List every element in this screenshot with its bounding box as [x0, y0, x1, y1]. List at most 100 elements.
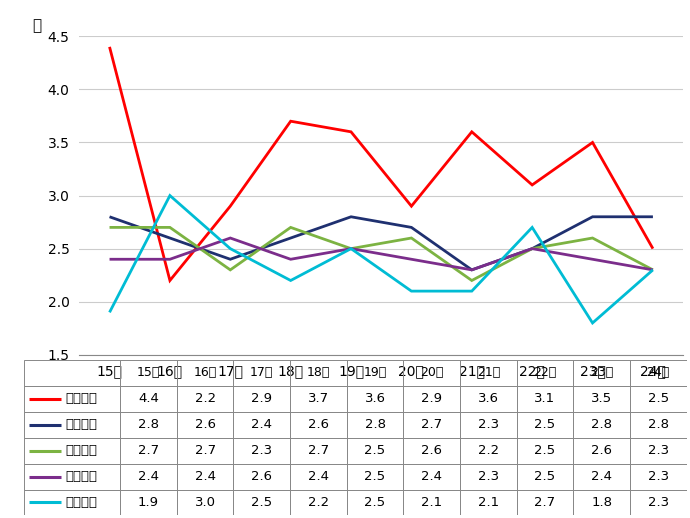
Text: 2.7: 2.7 [421, 418, 442, 431]
Bar [573, 490, 630, 515]
Bar [177, 490, 233, 515]
Text: 17年: 17年 [250, 366, 273, 380]
Text: 21年: 21年 [477, 366, 500, 380]
Text: 2.1: 2.1 [477, 496, 499, 509]
Bar [24, 386, 120, 412]
Bar [460, 490, 517, 515]
Bar [573, 438, 630, 464]
Text: 2.4: 2.4 [308, 470, 329, 483]
Text: 2.2: 2.2 [195, 392, 216, 406]
Text: 15年: 15年 [137, 366, 160, 380]
Bar [290, 412, 347, 438]
Bar [460, 438, 517, 464]
Bar [404, 412, 460, 438]
Text: 2.5: 2.5 [364, 444, 386, 457]
Text: 2.4: 2.4 [591, 470, 612, 483]
Bar [573, 386, 630, 412]
Bar [24, 438, 120, 464]
Text: 2.5: 2.5 [534, 444, 555, 457]
Text: 19年: 19年 [364, 366, 386, 380]
Text: 2.8: 2.8 [138, 418, 159, 431]
Bar [347, 438, 404, 464]
Bar [233, 438, 290, 464]
Text: 2.5: 2.5 [364, 470, 386, 483]
Text: 2.9: 2.9 [251, 392, 273, 406]
Text: 2.8: 2.8 [364, 418, 386, 431]
Bar [120, 360, 177, 386]
Text: 18年: 18年 [307, 366, 330, 380]
Bar [24, 412, 120, 438]
Text: 2.6: 2.6 [421, 444, 442, 457]
Bar [177, 412, 233, 438]
Text: 4.4: 4.4 [138, 392, 159, 406]
Bar [404, 464, 460, 490]
Text: 2.3: 2.3 [251, 444, 273, 457]
Bar [517, 464, 573, 490]
Text: 2.3: 2.3 [648, 470, 669, 483]
Text: 1.9: 1.9 [138, 496, 159, 509]
Text: 倍: 倍 [32, 18, 41, 33]
Bar [460, 360, 517, 386]
Bar [630, 438, 687, 464]
Text: 2.3: 2.3 [648, 444, 669, 457]
Text: 2.4: 2.4 [195, 470, 216, 483]
Bar [177, 386, 233, 412]
Text: 3.6: 3.6 [364, 392, 386, 406]
Bar [347, 360, 404, 386]
Text: 2.6: 2.6 [591, 444, 612, 457]
Bar [630, 360, 687, 386]
Text: 物理重点: 物理重点 [66, 418, 97, 431]
Text: 2.3: 2.3 [648, 496, 669, 509]
Bar [460, 386, 517, 412]
Bar [290, 490, 347, 515]
Text: 3.7: 3.7 [308, 392, 329, 406]
Bar [290, 386, 347, 412]
Bar [404, 438, 460, 464]
Bar [517, 438, 573, 464]
Text: 2.7: 2.7 [195, 444, 216, 457]
Bar [630, 386, 687, 412]
Bar [24, 464, 120, 490]
Bar [404, 386, 460, 412]
Text: 2.9: 2.9 [421, 392, 442, 406]
Bar [290, 438, 347, 464]
Bar [347, 490, 404, 515]
Bar [630, 464, 687, 490]
Text: 16年: 16年 [193, 366, 217, 380]
Bar [404, 490, 460, 515]
Text: 総合科学: 総合科学 [66, 496, 97, 509]
Bar [233, 360, 290, 386]
Bar [290, 360, 347, 386]
Text: 2.2: 2.2 [477, 444, 499, 457]
Text: 3.0: 3.0 [195, 496, 216, 509]
Bar [24, 360, 120, 386]
Text: 2.5: 2.5 [534, 470, 555, 483]
Bar [517, 490, 573, 515]
Bar [120, 464, 177, 490]
Text: 2.4: 2.4 [138, 470, 159, 483]
Text: 2.2: 2.2 [308, 496, 329, 509]
Bar [347, 386, 404, 412]
Bar [347, 464, 404, 490]
Text: 2.1: 2.1 [421, 496, 442, 509]
Bar [120, 412, 177, 438]
Bar [460, 464, 517, 490]
Text: 1.8: 1.8 [591, 496, 612, 509]
Text: 20年: 20年 [420, 366, 444, 380]
Bar [517, 412, 573, 438]
Text: 23年: 23年 [590, 366, 613, 380]
Text: 2.4: 2.4 [421, 470, 442, 483]
Bar [177, 464, 233, 490]
Text: 3.1: 3.1 [534, 392, 555, 406]
Bar [120, 490, 177, 515]
Bar [233, 490, 290, 515]
Text: 数学重点: 数学重点 [66, 392, 97, 406]
Bar [233, 464, 290, 490]
Bar [120, 438, 177, 464]
Text: 2.7: 2.7 [534, 496, 555, 509]
Bar [177, 360, 233, 386]
Bar [630, 412, 687, 438]
Text: 2.5: 2.5 [648, 392, 669, 406]
Text: 2.3: 2.3 [477, 418, 499, 431]
Text: 2.5: 2.5 [534, 418, 555, 431]
